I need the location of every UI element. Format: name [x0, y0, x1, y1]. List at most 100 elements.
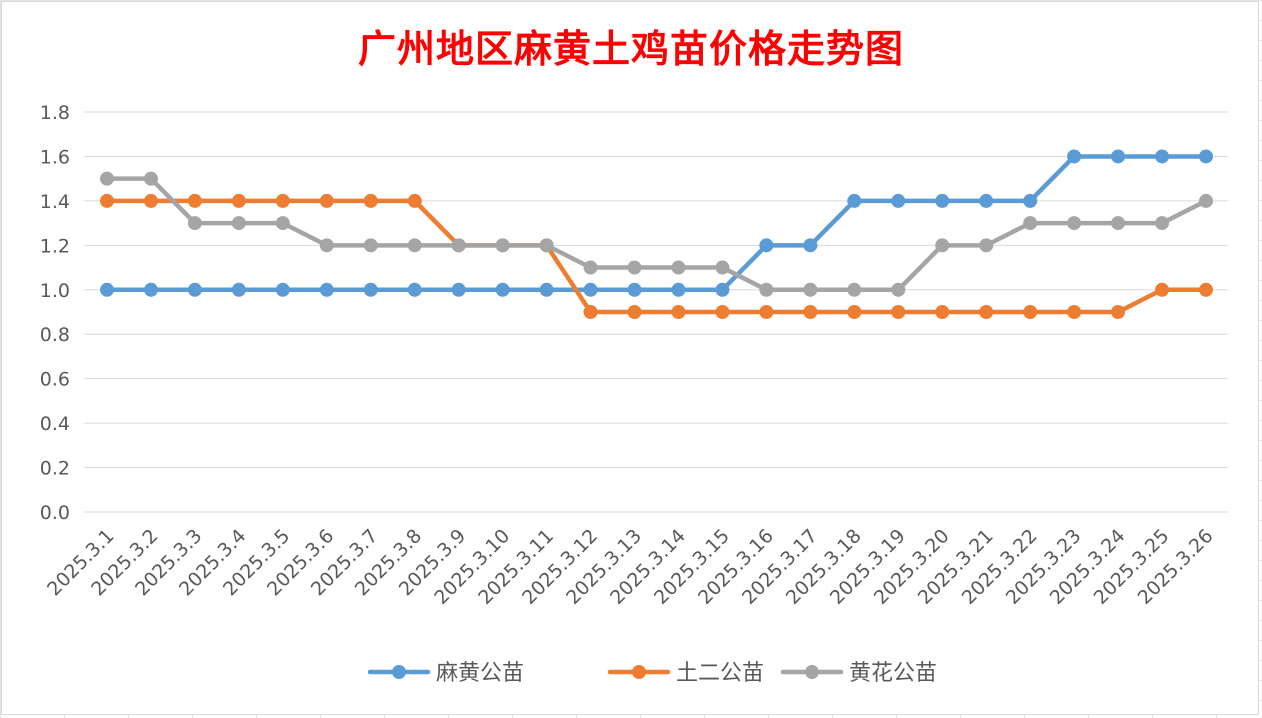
data-point[interactable] [584, 283, 598, 297]
data-point[interactable] [144, 172, 158, 186]
y-tick-label: 1.0 [40, 280, 70, 302]
data-point[interactable] [100, 283, 114, 297]
data-point[interactable] [540, 238, 554, 252]
x-axis-tick-labels: 2025.3.12025.3.22025.3.32025.3.42025.3.5… [43, 525, 1217, 609]
data-point[interactable] [935, 305, 949, 319]
legend-item[interactable]: 土二公苗 [610, 661, 764, 686]
data-point[interactable] [452, 238, 466, 252]
data-point[interactable] [1155, 283, 1169, 297]
legend-label: 黄花公苗 [849, 661, 937, 686]
data-point[interactable] [891, 305, 905, 319]
data-point[interactable] [628, 283, 642, 297]
series-line[interactable] [107, 179, 1206, 290]
y-tick-label: 0.6 [40, 369, 70, 391]
data-point[interactable] [188, 216, 202, 230]
data-point[interactable] [935, 238, 949, 252]
legend-label: 麻黄公苗 [436, 661, 524, 686]
data-point[interactable] [803, 305, 817, 319]
data-point[interactable] [452, 283, 466, 297]
y-tick-label: 1.2 [40, 235, 70, 257]
data-point[interactable] [1155, 149, 1169, 163]
y-tick-label: 0.0 [40, 502, 70, 524]
data-point[interactable] [232, 216, 246, 230]
legend-label: 土二公苗 [676, 661, 764, 686]
data-point[interactable] [496, 283, 510, 297]
data-point[interactable] [1111, 149, 1125, 163]
data-point[interactable] [715, 261, 729, 275]
y-tick-label: 1.6 [40, 146, 70, 168]
data-point[interactable] [1023, 216, 1037, 230]
data-point[interactable] [100, 172, 114, 186]
data-point[interactable] [496, 238, 510, 252]
data-point[interactable] [276, 283, 290, 297]
data-point[interactable] [979, 194, 993, 208]
series-3[interactable] [100, 172, 1213, 297]
data-point[interactable] [1199, 283, 1213, 297]
data-point[interactable] [144, 194, 158, 208]
data-point[interactable] [803, 283, 817, 297]
data-point[interactable] [1067, 149, 1081, 163]
data-point[interactable] [188, 194, 202, 208]
data-point[interactable] [847, 194, 861, 208]
data-point[interactable] [364, 283, 378, 297]
data-point[interactable] [1199, 194, 1213, 208]
data-point[interactable] [276, 194, 290, 208]
data-point[interactable] [759, 305, 773, 319]
data-point[interactable] [1023, 194, 1037, 208]
data-point[interactable] [232, 283, 246, 297]
data-point[interactable] [540, 283, 554, 297]
data-point[interactable] [891, 194, 905, 208]
data-point[interactable] [891, 283, 905, 297]
data-point[interactable] [320, 238, 334, 252]
data-point[interactable] [628, 261, 642, 275]
legend-item[interactable]: 黄花公苗 [783, 661, 937, 686]
series-lines [100, 149, 1213, 319]
data-point[interactable] [847, 305, 861, 319]
data-point[interactable] [979, 305, 993, 319]
data-point[interactable] [232, 194, 246, 208]
data-point[interactable] [1067, 216, 1081, 230]
data-point[interactable] [144, 283, 158, 297]
data-point[interactable] [759, 283, 773, 297]
data-point[interactable] [1023, 305, 1037, 319]
data-point[interactable] [628, 305, 642, 319]
data-point[interactable] [408, 238, 422, 252]
data-point[interactable] [320, 283, 334, 297]
data-point[interactable] [847, 283, 861, 297]
data-point[interactable] [1067, 305, 1081, 319]
series-2[interactable] [100, 194, 1213, 319]
data-point[interactable] [671, 283, 685, 297]
data-point[interactable] [584, 261, 598, 275]
data-point[interactable] [671, 261, 685, 275]
data-point[interactable] [1111, 216, 1125, 230]
y-axis-tick-labels: 0.00.20.40.60.81.01.21.41.61.8 [40, 102, 70, 524]
data-point[interactable] [364, 238, 378, 252]
data-point[interactable] [803, 238, 817, 252]
data-point[interactable] [188, 283, 202, 297]
data-point[interactable] [584, 305, 598, 319]
data-point[interactable] [671, 305, 685, 319]
data-point[interactable] [276, 216, 290, 230]
legend-swatch-marker [632, 665, 646, 679]
data-point[interactable] [1199, 149, 1213, 163]
data-point[interactable] [320, 194, 334, 208]
y-tick-label: 1.8 [40, 102, 70, 124]
data-point[interactable] [408, 283, 422, 297]
legend-item[interactable]: 麻黄公苗 [370, 661, 524, 686]
data-point[interactable] [408, 194, 422, 208]
y-tick-label: 0.4 [40, 413, 70, 435]
y-tick-label: 1.4 [40, 191, 70, 213]
data-point[interactable] [100, 194, 114, 208]
data-point[interactable] [1111, 305, 1125, 319]
data-point[interactable] [935, 194, 949, 208]
data-point[interactable] [979, 238, 993, 252]
data-point[interactable] [364, 194, 378, 208]
legend-swatch-marker [392, 665, 406, 679]
y-tick-label: 0.8 [40, 324, 70, 346]
data-point[interactable] [759, 238, 773, 252]
series-line[interactable] [107, 201, 1206, 312]
data-point[interactable] [715, 305, 729, 319]
data-point[interactable] [1155, 216, 1169, 230]
data-point[interactable] [715, 283, 729, 297]
